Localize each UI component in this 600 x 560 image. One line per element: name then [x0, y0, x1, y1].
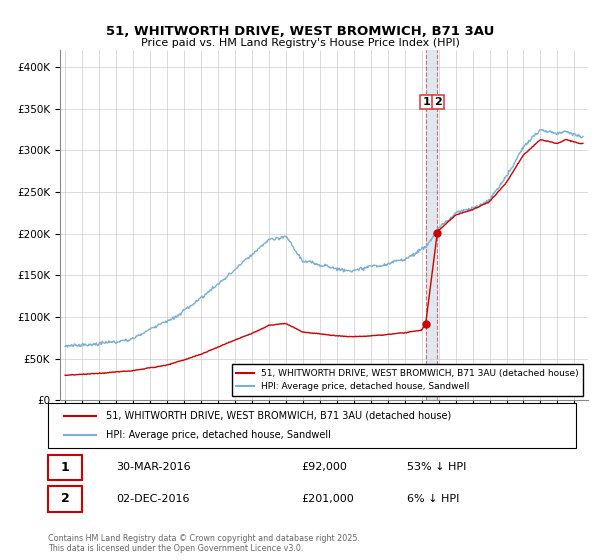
Text: 6% ↓ HPI: 6% ↓ HPI [407, 494, 460, 504]
FancyBboxPatch shape [48, 403, 576, 448]
Text: 30-MAR-2016: 30-MAR-2016 [116, 462, 191, 472]
FancyBboxPatch shape [48, 455, 82, 480]
Text: 2: 2 [434, 97, 442, 107]
Text: 1: 1 [61, 460, 70, 474]
Text: £92,000: £92,000 [301, 462, 347, 472]
Bar [425, 50, 437, 400]
Text: Contains HM Land Registry data © Crown copyright and database right 2025.
This d: Contains HM Land Registry data © Crown c… [48, 534, 360, 553]
Text: 53% ↓ HPI: 53% ↓ HPI [407, 462, 466, 472]
Text: 02-DEC-2016: 02-DEC-2016 [116, 494, 190, 504]
FancyBboxPatch shape [48, 487, 82, 512]
Text: £201,000: £201,000 [301, 494, 354, 504]
Text: 1: 1 [422, 97, 430, 107]
Text: 2: 2 [61, 492, 70, 506]
Text: HPI: Average price, detached house, Sandwell: HPI: Average price, detached house, Sand… [106, 431, 331, 441]
Text: 51, WHITWORTH DRIVE, WEST BROMWICH, B71 3AU (detached house): 51, WHITWORTH DRIVE, WEST BROMWICH, B71 … [106, 410, 451, 421]
Legend: 51, WHITWORTH DRIVE, WEST BROMWICH, B71 3AU (detached house), HPI: Average price: 51, WHITWORTH DRIVE, WEST BROMWICH, B71 … [232, 365, 583, 396]
Text: Price paid vs. HM Land Registry's House Price Index (HPI): Price paid vs. HM Land Registry's House … [140, 38, 460, 48]
Text: 51, WHITWORTH DRIVE, WEST BROMWICH, B71 3AU: 51, WHITWORTH DRIVE, WEST BROMWICH, B71 … [106, 25, 494, 38]
